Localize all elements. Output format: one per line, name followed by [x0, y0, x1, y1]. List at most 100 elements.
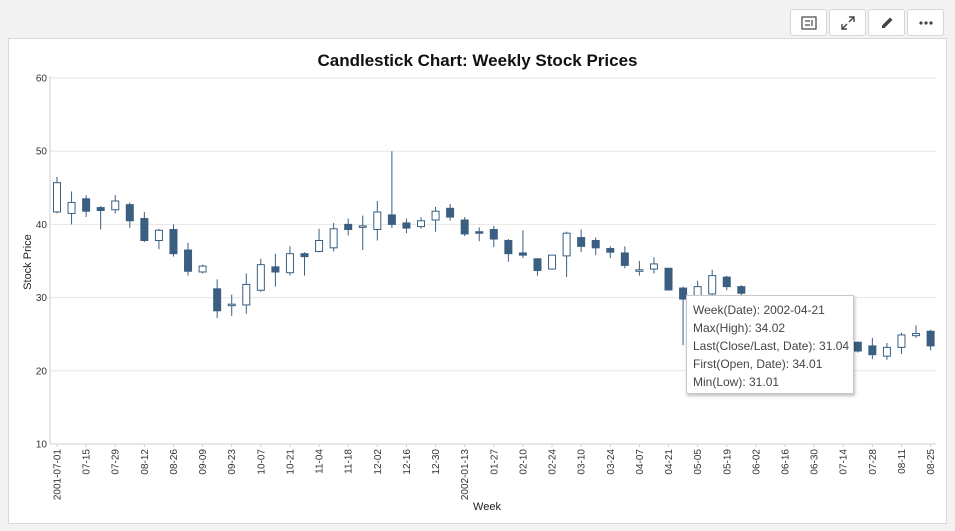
candle[interactable]	[649, 257, 658, 274]
candle[interactable]	[460, 217, 469, 237]
more-button[interactable]	[907, 9, 944, 36]
candle-body	[344, 223, 353, 231]
candle[interactable]	[897, 332, 906, 354]
candle-body	[926, 330, 935, 347]
candle-body	[315, 240, 324, 252]
candle[interactable]	[417, 217, 425, 229]
candle[interactable]	[373, 200, 382, 241]
candle[interactable]	[125, 202, 134, 229]
candle[interactable]	[256, 258, 265, 292]
x-tick-label: 06-02	[751, 449, 762, 475]
candle[interactable]	[227, 294, 236, 316]
candle[interactable]	[431, 206, 440, 232]
chart-title: Candlestick Chart: Weekly Stock Prices	[317, 51, 638, 70]
candle[interactable]	[53, 176, 61, 214]
candle-body	[242, 283, 251, 306]
x-tick-label: 11-04	[315, 449, 326, 474]
candle[interactable]	[620, 246, 629, 269]
candle[interactable]	[504, 239, 513, 262]
candle[interactable]	[868, 337, 877, 360]
candle-body	[446, 207, 455, 218]
candle-body	[548, 254, 557, 270]
candle[interactable]	[358, 215, 367, 251]
candle[interactable]	[475, 227, 484, 242]
candle-body	[897, 334, 906, 348]
candle-body	[504, 240, 513, 255]
candle-body	[300, 253, 309, 258]
candle[interactable]	[489, 225, 498, 248]
chart-panel	[8, 38, 947, 524]
candle[interactable]	[518, 230, 527, 259]
candle[interactable]	[664, 267, 673, 291]
candle[interactable]	[882, 342, 891, 360]
y-axis: 10 20 30 40 50 60	[36, 74, 51, 451]
candle[interactable]	[111, 195, 120, 214]
tooltip-low: Min(Low): 31.01	[693, 375, 780, 389]
candle[interactable]	[285, 246, 294, 276]
candle[interactable]	[446, 203, 455, 221]
candle[interactable]	[67, 191, 76, 225]
candle-body	[882, 346, 891, 357]
candle[interactable]	[300, 252, 309, 276]
candle-body	[577, 237, 586, 247]
x-tick-label: 05-19	[722, 449, 733, 475]
candle[interactable]	[606, 246, 615, 259]
x-tick-label: 01-27	[489, 449, 500, 475]
candle[interactable]	[315, 228, 324, 253]
candle[interactable]	[722, 275, 731, 291]
x-tick-label: 06-30	[810, 449, 821, 475]
candle[interactable]	[154, 228, 163, 250]
candle[interactable]	[533, 258, 542, 276]
candle[interactable]	[679, 286, 688, 346]
x-tick-label: 02-24	[548, 449, 559, 475]
candle-body	[664, 267, 673, 291]
candle-body	[227, 303, 236, 307]
candle[interactable]	[853, 341, 862, 353]
candle[interactable]	[344, 218, 353, 236]
candle-body	[562, 232, 571, 257]
candle[interactable]	[198, 264, 207, 274]
candle-body	[518, 252, 527, 256]
x-tick-label: 07-15	[82, 449, 93, 475]
x-tick-label: 12-02	[373, 449, 384, 475]
candle[interactable]	[96, 206, 105, 230]
candle[interactable]	[591, 237, 600, 256]
summary-button[interactable]	[790, 9, 827, 36]
candle[interactable]	[402, 218, 411, 234]
candle[interactable]	[213, 279, 222, 319]
candle-body	[737, 286, 746, 294]
candle-body	[620, 252, 629, 266]
candle[interactable]	[635, 261, 644, 276]
candle[interactable]	[737, 285, 746, 296]
candle[interactable]	[140, 211, 149, 242]
edit-button[interactable]	[868, 9, 905, 36]
x-tick-label: 12-30	[431, 449, 442, 475]
candle[interactable]	[329, 222, 338, 252]
candle[interactable]	[242, 273, 251, 314]
candle[interactable]	[912, 325, 921, 338]
more-icon	[918, 20, 934, 26]
candle[interactable]	[169, 224, 178, 257]
candle[interactable]	[82, 195, 91, 218]
edit-icon	[879, 15, 895, 31]
expand-button[interactable]	[829, 9, 866, 36]
candle[interactable]	[708, 269, 717, 298]
candle-body	[154, 229, 163, 242]
candle-body	[591, 240, 600, 249]
candle-body	[533, 258, 542, 272]
candle-body	[722, 276, 731, 288]
candle[interactable]	[184, 242, 193, 276]
x-tick-label: 08-26	[169, 449, 180, 475]
candle-body	[373, 211, 382, 231]
x-tick-label: 10-07	[256, 449, 267, 475]
candle[interactable]	[926, 329, 935, 351]
candle[interactable]	[271, 253, 280, 287]
candle[interactable]	[548, 254, 557, 270]
x-tick-label: 07-28	[868, 449, 879, 475]
candle-body	[649, 263, 658, 270]
candle[interactable]	[577, 229, 586, 253]
candle[interactable]	[562, 231, 571, 278]
candle-body	[489, 229, 498, 240]
candle-body	[67, 201, 76, 214]
candle[interactable]	[387, 151, 396, 229]
